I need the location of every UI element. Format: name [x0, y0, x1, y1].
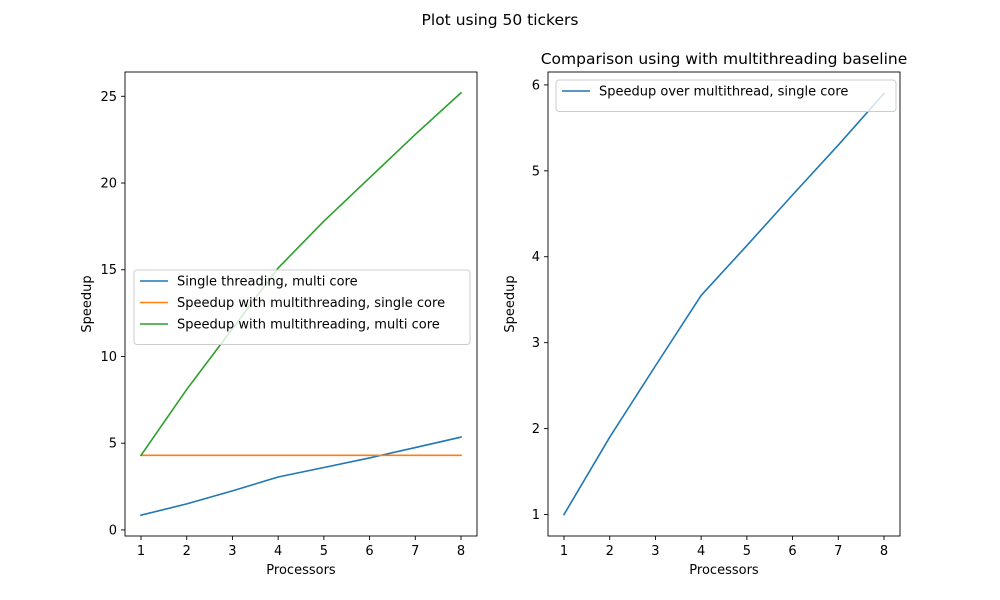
x-tick-label: 7 [834, 544, 842, 559]
y-axis-label: Speedup [80, 275, 95, 332]
y-tick-label: 25 [100, 90, 117, 105]
series-line-1 [562, 92, 886, 516]
axes-frame [547, 71, 901, 537]
legend-label-2: Speedup with multithreading, single core [177, 296, 445, 311]
x-tick-label: 8 [457, 544, 465, 559]
x-tick-label: 6 [788, 544, 796, 559]
series-line-3 [139, 91, 463, 457]
x-tick-label: 2 [606, 544, 614, 559]
x-tick-label: 4 [274, 544, 282, 559]
legend-label-3: Speedup with multithreading, multi core [177, 318, 440, 333]
y-tick-label: 1 [532, 508, 540, 523]
x-tick-label: 3 [228, 544, 236, 559]
chart-1: 1 2 3 4 5 6 7 8 0 5 10 15 20 25 Processors Speedup Singl… [80, 71, 478, 578]
x-tick-label: 6 [365, 544, 373, 559]
x-tick-label: 7 [411, 544, 419, 559]
x-tick-label: 2 [183, 544, 191, 559]
y-tick-label: 6 [532, 78, 540, 93]
axes-frame [124, 71, 478, 537]
chart-title: Comparison using with multithreading bas… [541, 50, 908, 68]
chart-2: 1 2 3 4 5 6 7 8 1 2 3 4 5 6 Processors Speedup Compariso… [503, 50, 907, 578]
y-tick-label: 3 [532, 336, 540, 351]
x-tick-label: 5 [743, 544, 751, 559]
y-axis-label: Speedup [503, 275, 518, 332]
y-tick-label: 15 [100, 263, 117, 278]
legend-box [555, 79, 897, 112]
x-tick-label: 1 [560, 544, 568, 559]
y-tick-label: 5 [532, 164, 540, 179]
y-tick-label: 2 [532, 422, 540, 437]
y-tick-label: 4 [532, 250, 540, 265]
figure-suptitle: Plot using 50 tickers [422, 11, 579, 29]
legend: Speedup over multithread, single core [555, 79, 897, 112]
x-tick-label: 3 [651, 544, 659, 559]
y-tick-label: 0 [109, 523, 117, 538]
y-tick-label: 10 [100, 350, 117, 365]
y-tick-label: 5 [109, 437, 117, 452]
series-line-1 [140, 436, 462, 517]
x-tick-label: 5 [320, 544, 328, 559]
x-tick-label: 4 [697, 544, 705, 559]
x-axis-label: Processors [266, 563, 336, 578]
y-tick-label: 20 [100, 177, 117, 192]
legend-box [133, 269, 471, 345]
legend-label-1: Single threading, multi core [177, 275, 358, 290]
x-tick-label: 8 [880, 544, 888, 559]
x-tick-label: 1 [137, 544, 145, 559]
legend-label-1: Speedup over multithread, single core [599, 85, 848, 100]
legend: Single threading, multi core Speedup with… [133, 269, 471, 345]
x-axis-label: Processors [689, 563, 759, 578]
